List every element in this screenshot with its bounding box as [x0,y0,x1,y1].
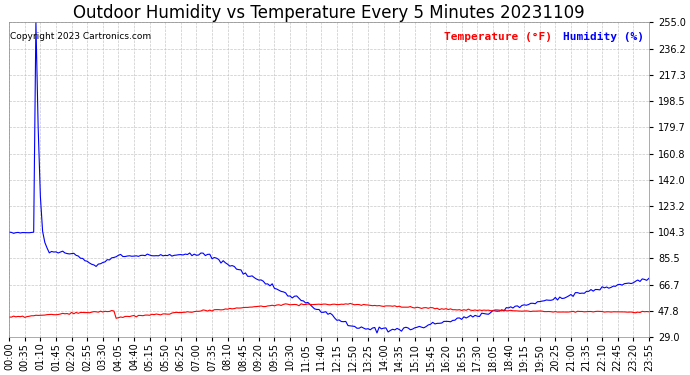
Text: Copyright 2023 Cartronics.com: Copyright 2023 Cartronics.com [10,32,152,41]
Text: Humidity (%): Humidity (%) [562,32,644,42]
Text: Temperature (°F): Temperature (°F) [444,32,552,42]
Title: Outdoor Humidity vs Temperature Every 5 Minutes 20231109: Outdoor Humidity vs Temperature Every 5 … [73,4,585,22]
